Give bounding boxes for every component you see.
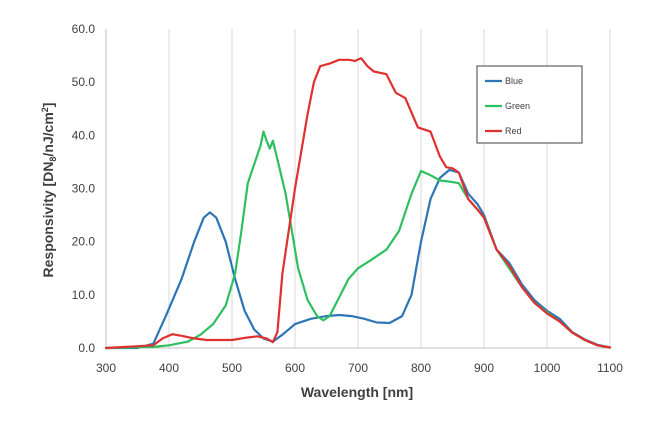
y-tick-label: 20.0 [72,235,96,249]
x-tick-label: 500 [222,361,242,375]
legend-label-green: Green [505,101,530,111]
x-tick-label: 900 [474,361,494,375]
axes [105,29,610,349]
y-axis-title-end: ] [40,103,56,108]
x-tick-label: 800 [411,361,431,375]
series-line-green [104,130,612,350]
legend: Blue Green Red [476,65,583,144]
x-tick-label: 1000 [534,361,561,375]
series-line-red [104,57,612,350]
legend-items: Blue Green Red [485,76,530,136]
y-tick-label: 50.0 [72,75,96,89]
x-axis-title: Wavelength [nm] [301,384,413,400]
x-tick-label: 300 [96,361,116,375]
legend-label-blue: Blue [505,76,523,86]
x-tick-label: 1100 [597,361,623,375]
y-tick-label: 10.0 [72,288,96,302]
x-tick-labels: 300 400 500 600 700 800 900 1000 1100 [96,361,623,375]
y-axis-title: Responsivity [DN8/nJ/cm2] [40,103,58,278]
series-lines [104,57,612,350]
y-tick-label: 40.0 [72,128,96,142]
legend-label-red: Red [505,126,522,136]
y-tick-label: 0.0 [78,341,95,355]
y-axis-title-tail: /nJ/cm [40,112,56,156]
series-line-blue [104,168,612,350]
x-tick-label: 400 [159,361,179,375]
x-tick-label: 700 [348,361,368,375]
x-tick-label: 600 [285,361,305,375]
y-tick-labels: 0.0 10.0 20.0 30.0 40.0 50.0 60.0 [72,22,96,355]
y-tick-label: 60.0 [72,22,96,36]
y-axis-title-subscript: 8 [48,157,58,162]
y-tick-label: 30.0 [72,182,96,196]
y-axis-title-main: Responsivity [DN [40,162,56,278]
y-axis-title-superscript: 2 [40,107,50,112]
